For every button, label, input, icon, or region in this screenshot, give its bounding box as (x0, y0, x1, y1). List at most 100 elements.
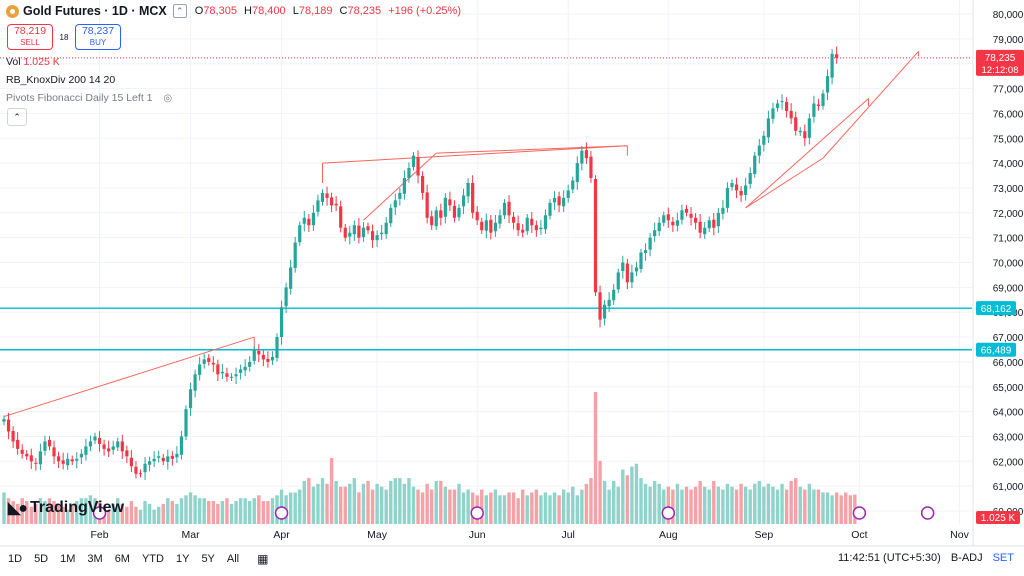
volume-bar (707, 489, 711, 524)
candle-body (552, 197, 557, 203)
volume-bar (288, 492, 293, 524)
candle-body (134, 466, 138, 474)
trend-line (363, 152, 437, 221)
symbol-title[interactable]: Gold Futures · 1D · MCX (23, 4, 167, 18)
candle-body (425, 192, 429, 218)
volume-bar (407, 478, 411, 524)
y-tick-label: 77,000 (993, 85, 1024, 96)
sell-button[interactable]: 78,219 SELL (7, 24, 53, 50)
adjust-toggle[interactable]: B-ADJ (950, 552, 983, 564)
volume-bar (184, 495, 188, 524)
candle-body (370, 231, 375, 241)
candle-body (821, 93, 825, 106)
candle-body (270, 356, 275, 361)
candle-body (175, 453, 179, 458)
volume-bar (352, 478, 357, 524)
volume-bar (612, 480, 616, 524)
candle-body (734, 184, 739, 191)
volume-bar (79, 498, 84, 524)
x-tick-label: Oct (851, 529, 867, 541)
candle-body (634, 267, 639, 272)
candle-body (493, 222, 497, 232)
volume-bar (662, 489, 666, 524)
volume-bar (307, 478, 311, 524)
candle-body (548, 202, 552, 216)
candle-body (52, 447, 56, 457)
volume-bar (794, 478, 798, 524)
range-5d[interactable]: 5D (34, 553, 49, 565)
volume-bar (152, 509, 156, 524)
volume-bar (789, 480, 793, 524)
high-value: 78,400 (251, 5, 286, 17)
volume-bar (830, 495, 834, 524)
volume-bar (202, 498, 206, 524)
volume-bar (680, 489, 684, 524)
volume-bar (257, 495, 261, 524)
range-6m[interactable]: 6M (114, 553, 130, 565)
range-5y[interactable]: 5Y (201, 553, 215, 565)
bottom-toolbar: 1D 5D 1M 3M 6M YTD 1Y 5Y All ▦ 11:42:51 … (0, 549, 1024, 569)
volume-bar (188, 492, 193, 524)
y-tick-label: 73,000 (993, 184, 1024, 195)
candle-body (252, 349, 256, 361)
candle-body (612, 289, 616, 301)
candle-body (88, 441, 93, 447)
candle-body (84, 446, 88, 455)
candle-body (325, 193, 329, 198)
range-ytd[interactable]: YTD (141, 553, 164, 565)
candle-body (498, 215, 502, 224)
trend-line (822, 50, 919, 159)
candle-body (229, 376, 234, 378)
range-3m[interactable]: 3M (87, 553, 103, 565)
candle-body (79, 453, 83, 458)
collapse-header-icon[interactable]: ⌃ (172, 4, 187, 18)
volume-bar (61, 506, 65, 524)
clock-readout[interactable]: 11:42:51 (UTC+5:30) (837, 552, 941, 564)
volume-bar (580, 489, 584, 524)
candle-body (416, 157, 420, 176)
candle-body (703, 227, 707, 235)
candle-body (698, 221, 702, 233)
volume-bar (430, 489, 434, 524)
settlement-toggle[interactable]: SET (992, 552, 1014, 564)
volume-bar (812, 489, 816, 524)
y-tick-label: 79,000 (993, 35, 1024, 46)
volume-bar (6, 498, 11, 524)
volume-bar (748, 489, 752, 524)
volume-bar (38, 498, 43, 524)
buy-button[interactable]: 78,237 BUY (75, 24, 121, 50)
candle-body (107, 448, 111, 452)
x-tick-label: Sep (755, 529, 774, 541)
collapse-legend-button[interactable]: ⌃ (7, 108, 27, 126)
volume-indicator-legend[interactable]: Vol 1.025 K (6, 56, 60, 68)
calendar-goto-icon[interactable]: ▦ (257, 552, 269, 566)
range-1d[interactable]: 1D (8, 553, 23, 565)
volume-bar (634, 463, 639, 524)
range-all[interactable]: All (226, 553, 240, 565)
candle-body (512, 216, 516, 223)
volume-bar (684, 486, 689, 524)
candle-body (757, 145, 761, 156)
volume-bar (270, 498, 275, 524)
volume-bar (248, 501, 252, 524)
volume-bar (480, 489, 484, 524)
volume-bar (234, 501, 238, 524)
volume-label: Vol (6, 56, 21, 68)
volume-bar (575, 495, 579, 524)
range-1m[interactable]: 1M (60, 553, 76, 565)
volume-bar (757, 480, 761, 524)
volume-bar (521, 489, 525, 524)
eye-hidden-icon[interactable]: ◎ (163, 93, 173, 104)
candle-body (6, 419, 11, 432)
candle-body (152, 458, 156, 462)
candle-body (289, 267, 293, 289)
candle-body (11, 430, 15, 442)
volume-bar (434, 480, 438, 524)
sell-label: SELL (20, 38, 40, 47)
volume-bar (361, 483, 366, 524)
candle-body (93, 436, 97, 441)
knoxdiv-indicator-legend[interactable]: RB_KnoxDiv 200 14 20 (6, 74, 116, 86)
pivots-indicator-legend[interactable]: Pivots Fibonacci Daily 15 Left 1 ◎ (6, 92, 172, 104)
range-1y[interactable]: 1Y (175, 553, 190, 565)
